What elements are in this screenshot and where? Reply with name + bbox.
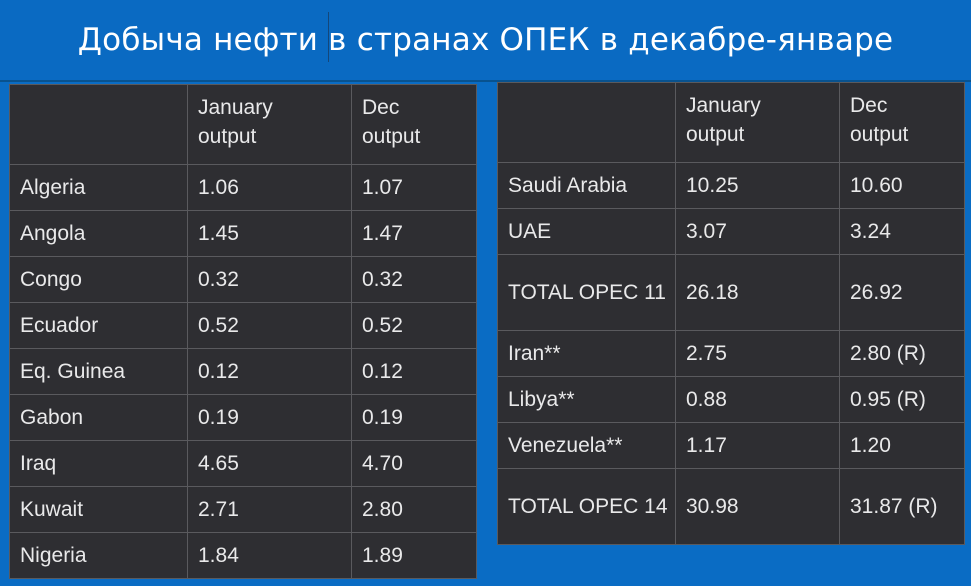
dec-output-cell: 0.95 (R): [839, 376, 965, 423]
country-cell: Gabon: [9, 394, 188, 441]
table-row: Algeria 1.06 1.07: [9, 164, 477, 211]
table-row: Gabon 0.19 0.19: [9, 394, 477, 441]
january-output-cell: 1.45: [187, 210, 352, 257]
january-output-cell: 26.18: [675, 254, 840, 331]
dec-output-cell: 1.47: [351, 210, 477, 257]
january-output-cell: 10.25: [675, 162, 840, 209]
country-cell: Eq. Guinea: [9, 348, 188, 395]
dec-output-cell: 31.87 (R): [839, 468, 965, 545]
dec-output-cell: 1.07: [351, 164, 477, 211]
table-row: Angola 1.45 1.47: [9, 210, 477, 257]
header-dec-output: Dec output: [351, 84, 477, 165]
dec-output-cell: 0.52: [351, 302, 477, 349]
january-output-cell: 0.88: [675, 376, 840, 423]
january-output-cell: 1.17: [675, 422, 840, 469]
country-cell: Algeria: [9, 164, 188, 211]
header-blank-cell: [9, 84, 188, 165]
table-row: Nigeria 1.84 1.89: [9, 532, 477, 579]
country-cell: Nigeria: [9, 532, 188, 579]
table-row: Saudi Arabia 10.25 10.60: [497, 162, 965, 209]
january-output-cell: 30.98: [675, 468, 840, 545]
country-cell: Ecuador: [9, 302, 188, 349]
country-cell: Kuwait: [9, 486, 188, 533]
january-output-cell: 1.84: [187, 532, 352, 579]
dec-output-cell: 26.92: [839, 254, 965, 331]
table-row: Venezuela** 1.17 1.20: [497, 422, 965, 469]
right-output-table: January output Dec output Saudi Arabia 10.2…: [497, 82, 965, 545]
country-cell: Angola: [9, 210, 188, 257]
country-cell: Iran**: [497, 330, 676, 377]
january-output-cell: 2.71: [187, 486, 352, 533]
country-cell: Congo: [9, 256, 188, 303]
country-cell: UAE: [497, 208, 676, 255]
table-row: Congo 0.32 0.32: [9, 256, 477, 303]
header-row: January output Dec output: [497, 82, 965, 163]
left-output-table: January output Dec output Algeria 1.06 1.07 A…: [9, 84, 477, 579]
country-cell: TOTAL OPEC 11: [497, 254, 676, 331]
country-cell: Iraq: [9, 440, 188, 487]
country-cell: Venezuela**: [497, 422, 676, 469]
dec-output-cell: 10.60: [839, 162, 965, 209]
january-output-cell: 2.75: [675, 330, 840, 377]
january-output-cell: 3.07: [675, 208, 840, 255]
header-january-output: January output: [675, 82, 840, 163]
header-dec-output: Dec output: [839, 82, 965, 163]
country-cell: Saudi Arabia: [497, 162, 676, 209]
january-output-cell: 0.19: [187, 394, 352, 441]
header-january-output: January output: [187, 84, 352, 165]
january-output-cell: 0.12: [187, 348, 352, 395]
january-output-cell: 0.32: [187, 256, 352, 303]
dec-output-cell: 1.20: [839, 422, 965, 469]
table-row: TOTAL OPEC 11 26.18 26.92: [497, 254, 965, 331]
dec-output-cell: 4.70: [351, 440, 477, 487]
table-row: Iraq 4.65 4.70: [9, 440, 477, 487]
page-title: Добыча нефти в странах ОПЕК в декабре-ян…: [77, 22, 894, 58]
title-bar: Добыча нефти в странах ОПЕК в декабре-ян…: [0, 0, 971, 82]
table-row: UAE 3.07 3.24: [497, 208, 965, 255]
table-row: Libya** 0.88 0.95 (R): [497, 376, 965, 423]
header-row: January output Dec output: [9, 84, 477, 165]
january-output-cell: 1.06: [187, 164, 352, 211]
country-cell: Libya**: [497, 376, 676, 423]
january-output-cell: 4.65: [187, 440, 352, 487]
country-cell: TOTAL OPEC 14: [497, 468, 676, 545]
dec-output-cell: 2.80 (R): [839, 330, 965, 377]
title-divider: [328, 12, 329, 62]
dec-output-cell: 0.32: [351, 256, 477, 303]
table-row: Ecuador 0.52 0.52: [9, 302, 477, 349]
dec-output-cell: 0.19: [351, 394, 477, 441]
table-row: TOTAL OPEC 14 30.98 31.87 (R): [497, 468, 965, 545]
january-output-cell: 0.52: [187, 302, 352, 349]
header-blank-cell: [497, 82, 676, 163]
dec-output-cell: 0.12: [351, 348, 477, 395]
table-row: Kuwait 2.71 2.80: [9, 486, 477, 533]
dec-output-cell: 3.24: [839, 208, 965, 255]
table-row: Eq. Guinea 0.12 0.12: [9, 348, 477, 395]
dec-output-cell: 2.80: [351, 486, 477, 533]
dec-output-cell: 1.89: [351, 532, 477, 579]
table-row: Iran** 2.75 2.80 (R): [497, 330, 965, 377]
